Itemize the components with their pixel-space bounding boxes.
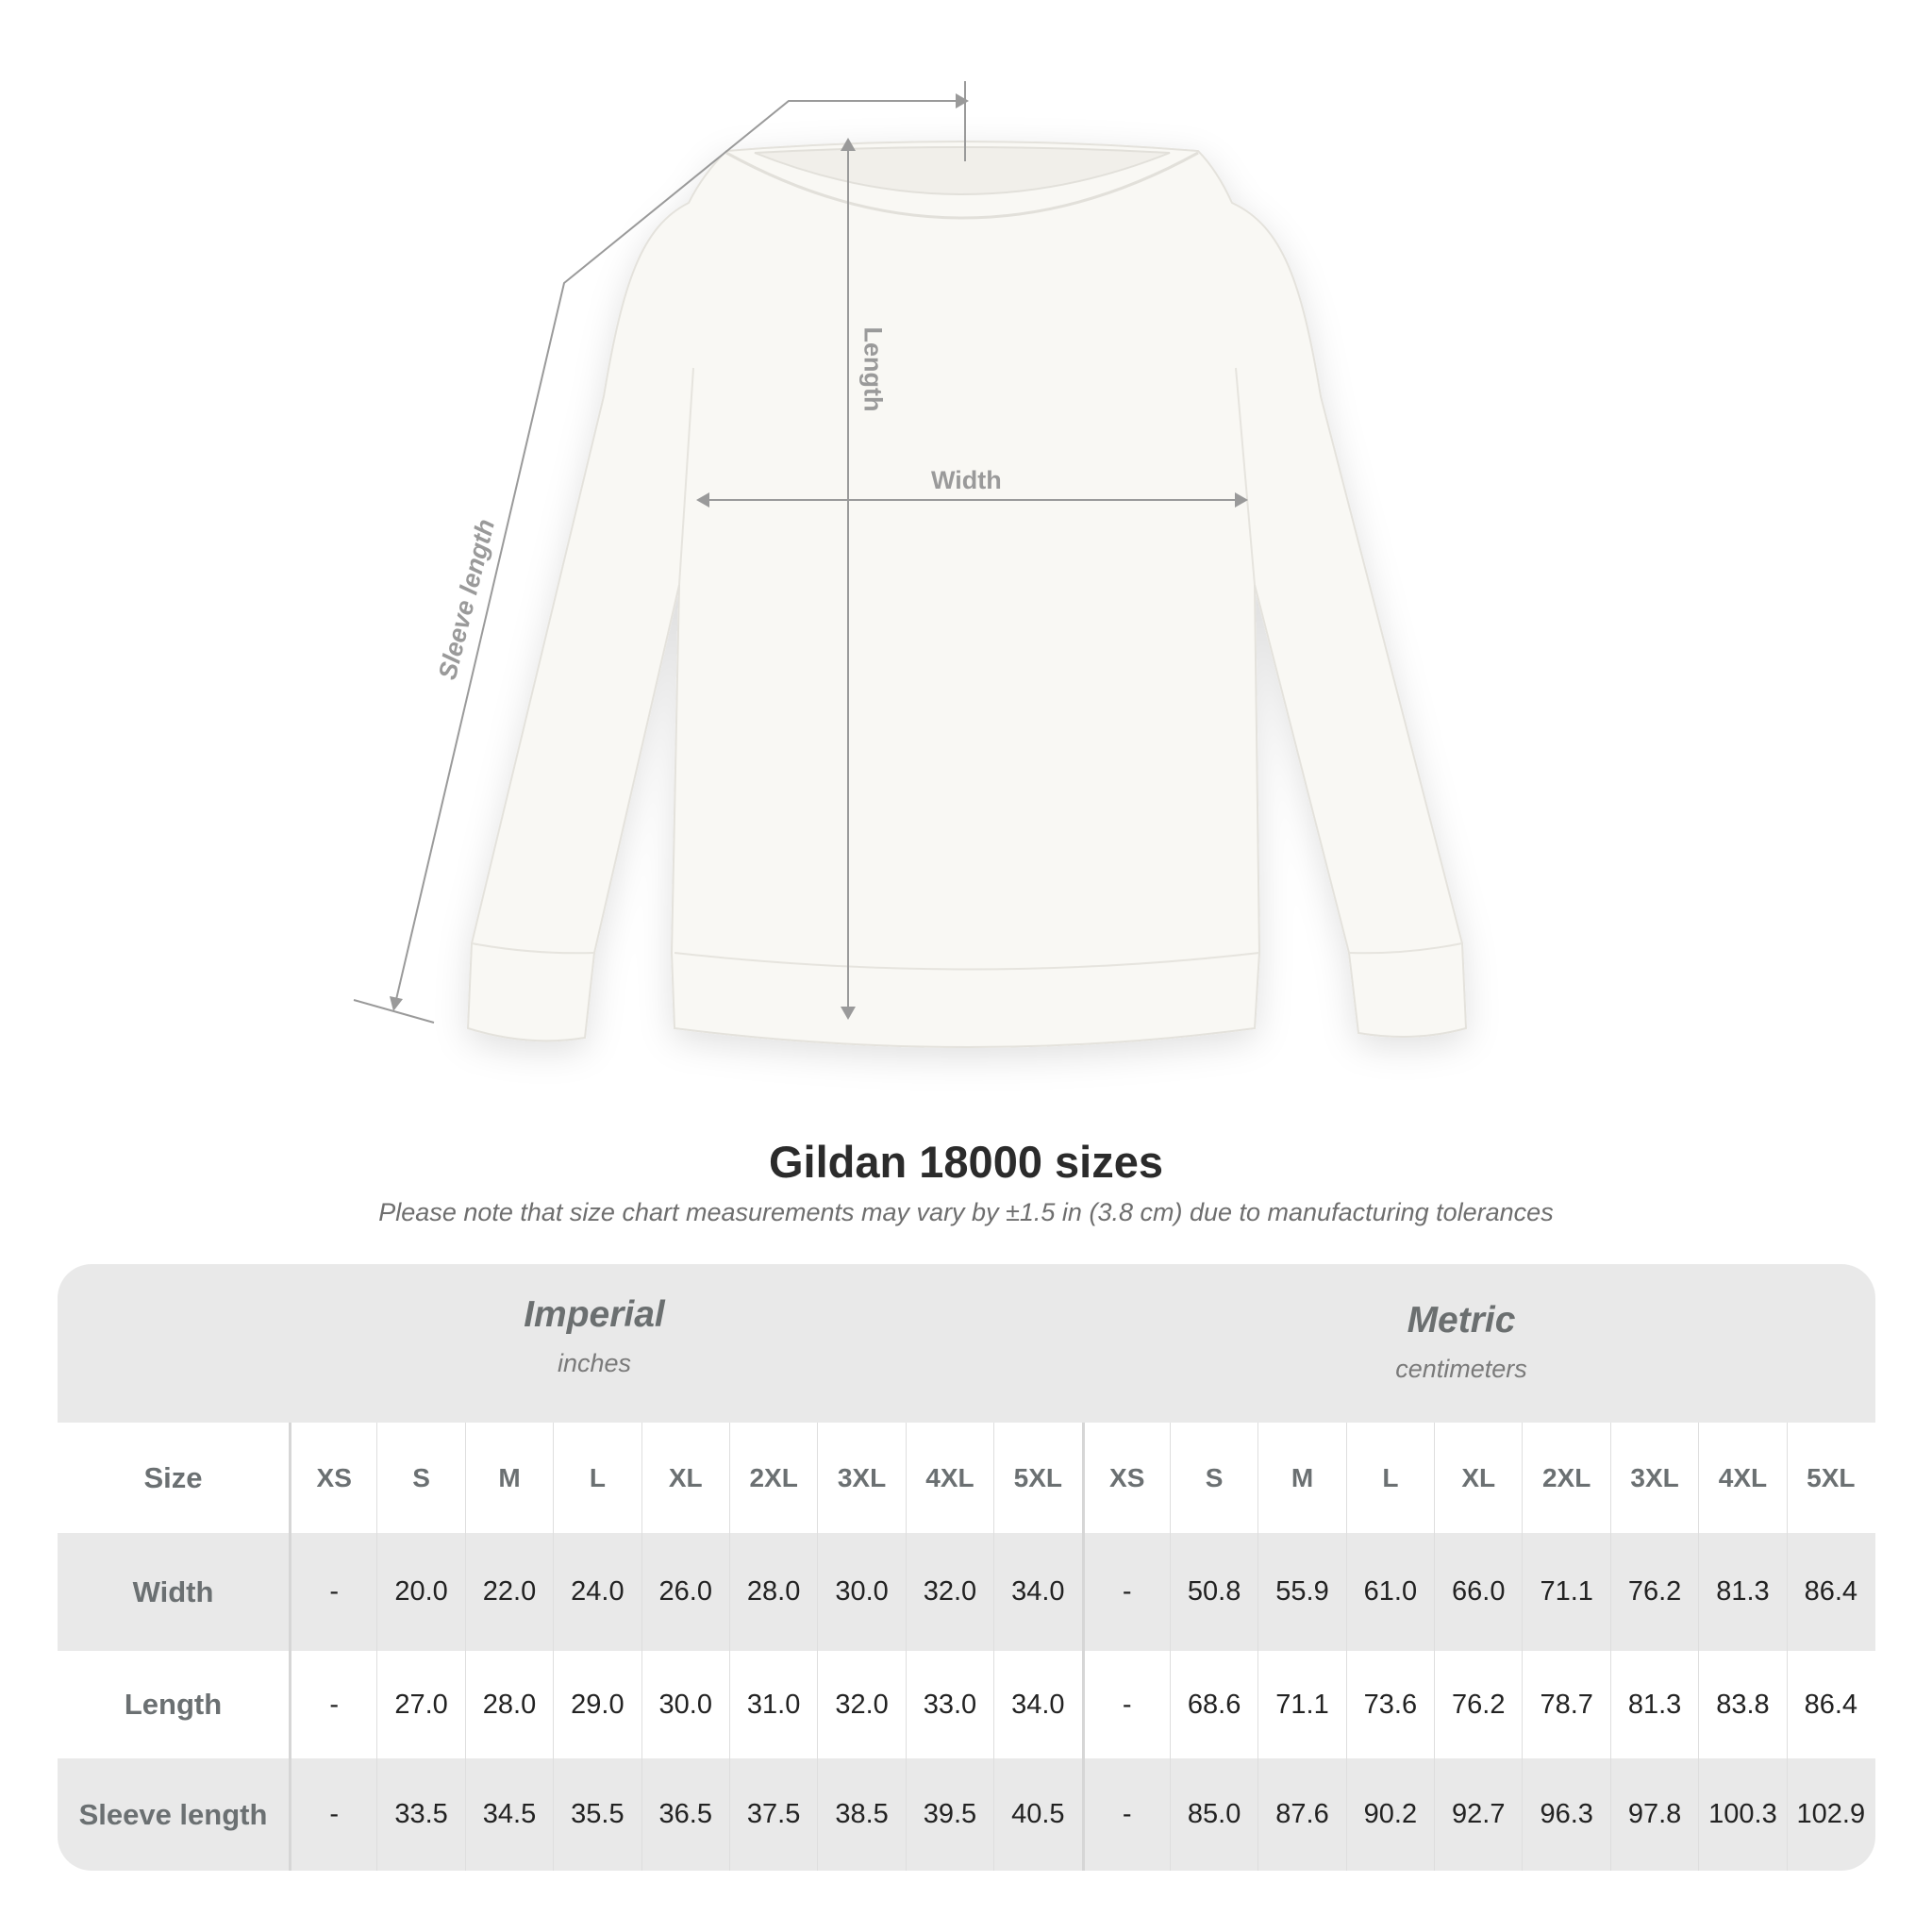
table-cell-imperial: 28.0 bbox=[728, 1533, 817, 1651]
size-header-metric: 5XL bbox=[1786, 1423, 1874, 1533]
table-cell-metric: 87.6 bbox=[1257, 1758, 1345, 1871]
row-label: Width bbox=[132, 1574, 214, 1608]
size-header-imperial: XS bbox=[289, 1423, 376, 1533]
table-cell-metric: 81.3 bbox=[1609, 1651, 1698, 1758]
size-header-imperial: M bbox=[464, 1423, 553, 1533]
size-header-metric: XS bbox=[1081, 1423, 1170, 1533]
metric-header: Metric centimeters bbox=[1178, 1300, 1744, 1384]
table-cell-imperial: 30.0 bbox=[817, 1533, 905, 1651]
table-cell-imperial: 34.5 bbox=[464, 1758, 553, 1871]
table-cell-metric: 102.9 bbox=[1786, 1758, 1874, 1871]
width-label: Width bbox=[931, 466, 1002, 494]
table-cell-imperial: - bbox=[289, 1651, 376, 1758]
table-cell-metric: 78.7 bbox=[1522, 1651, 1609, 1758]
size-header-imperial: L bbox=[553, 1423, 641, 1533]
table-cell-metric: 97.8 bbox=[1609, 1758, 1698, 1871]
table-cell-metric: 85.0 bbox=[1169, 1758, 1257, 1871]
table-cell-imperial: 34.0 bbox=[993, 1533, 1081, 1651]
table-cell-metric: 50.8 bbox=[1169, 1533, 1257, 1651]
table-cell-imperial: 34.0 bbox=[993, 1651, 1081, 1758]
table-cell-metric: 55.9 bbox=[1257, 1533, 1345, 1651]
imperial-header: Imperial inches bbox=[311, 1294, 877, 1378]
table-cell-imperial: - bbox=[289, 1758, 376, 1871]
sweatshirt-diagram bbox=[353, 81, 1468, 1048]
length-label: Length bbox=[858, 326, 888, 412]
table-cell-imperial: 36.5 bbox=[641, 1758, 729, 1871]
table-cell-imperial: 28.0 bbox=[464, 1651, 553, 1758]
size-header-row: Size XS S M L XL 2XL 3XL 4XL 5XL XS S M L XL 2XL 3XL 4XL 5… bbox=[58, 1423, 1875, 1533]
table-cell-metric: 96.3 bbox=[1522, 1758, 1609, 1871]
row-label: Sleeve length bbox=[78, 1797, 268, 1831]
table-row-width: Width -20.0 22.0 24.0 26.0 28.0 30.0 32.0 34.0-5… bbox=[58, 1533, 1875, 1651]
table-cell-metric: 76.2 bbox=[1434, 1651, 1522, 1758]
size-header-imperial: XL bbox=[641, 1423, 729, 1533]
table-cell-imperial: 40.5 bbox=[993, 1758, 1081, 1871]
size-header-imperial: 2XL bbox=[728, 1423, 817, 1533]
table-cell-metric: 68.6 bbox=[1169, 1651, 1257, 1758]
table-cell-metric: 71.1 bbox=[1522, 1533, 1609, 1651]
table-cell-metric: 90.2 bbox=[1345, 1758, 1434, 1871]
size-chart-table: Imperial inches Metric centimeters Size X… bbox=[58, 1264, 1875, 1871]
table-cell-metric: 73.6 bbox=[1345, 1651, 1434, 1758]
table-cell-imperial: 30.0 bbox=[641, 1651, 729, 1758]
table-cell-imperial: 22.0 bbox=[464, 1533, 553, 1651]
metric-title: Metric bbox=[1407, 1300, 1516, 1341]
size-header-metric: L bbox=[1345, 1423, 1434, 1533]
size-header-imperial: S bbox=[376, 1423, 464, 1533]
tolerance-note: Please note that size chart measurements… bbox=[378, 1198, 1554, 1226]
collar-inner bbox=[754, 146, 1171, 195]
sleeve-measure-line bbox=[393, 100, 965, 1008]
table-cell-imperial: - bbox=[289, 1533, 376, 1651]
table-cell-metric: - bbox=[1081, 1651, 1170, 1758]
size-header-metric: S bbox=[1169, 1423, 1257, 1533]
sweatshirt-image bbox=[466, 141, 1468, 1048]
table-cell-imperial: 39.5 bbox=[905, 1758, 993, 1871]
table-cell-metric: 71.1 bbox=[1257, 1651, 1345, 1758]
table-cell-imperial: 27.0 bbox=[376, 1651, 464, 1758]
size-header-metric: XL bbox=[1434, 1423, 1522, 1533]
size-column-label: Size bbox=[143, 1460, 203, 1494]
table-cell-imperial: 38.5 bbox=[817, 1758, 905, 1871]
size-header-metric: 2XL bbox=[1522, 1423, 1609, 1533]
metric-unit: centimeters bbox=[1395, 1355, 1527, 1383]
table-cell-metric: 66.0 bbox=[1434, 1533, 1522, 1651]
size-header-metric: 4XL bbox=[1698, 1423, 1786, 1533]
table-cell-imperial: 33.0 bbox=[905, 1651, 993, 1758]
unit-system-header: Imperial inches Metric centimeters bbox=[58, 1264, 1875, 1423]
table-cell-imperial: 29.0 bbox=[553, 1651, 641, 1758]
table-cell-metric: 86.4 bbox=[1786, 1533, 1874, 1651]
size-header-metric: 3XL bbox=[1609, 1423, 1698, 1533]
table-cell-metric: 100.3 bbox=[1698, 1758, 1786, 1871]
table-cell-imperial: 32.0 bbox=[905, 1533, 993, 1651]
table-cell-imperial: 32.0 bbox=[817, 1651, 905, 1758]
size-header-imperial: 3XL bbox=[817, 1423, 905, 1533]
collar bbox=[725, 151, 1199, 220]
table-cell-imperial: 20.0 bbox=[376, 1533, 464, 1651]
size-header-imperial: 4XL bbox=[905, 1423, 993, 1533]
table-row-sleeve-length: Sleeve length -33.5 34.5 35.5 36.5 37.5 38.5 39… bbox=[58, 1758, 1875, 1871]
table-cell-metric: 81.3 bbox=[1698, 1533, 1786, 1651]
table-cell-metric: 76.2 bbox=[1609, 1533, 1698, 1651]
table-cell-imperial: 37.5 bbox=[728, 1758, 817, 1871]
table-cell-metric: 61.0 bbox=[1345, 1533, 1434, 1651]
row-label: Length bbox=[124, 1688, 223, 1721]
table-cell-metric: 92.7 bbox=[1434, 1758, 1522, 1871]
table-cell-imperial: 35.5 bbox=[553, 1758, 641, 1871]
table-cell-metric: - bbox=[1081, 1758, 1170, 1871]
table-cell-imperial: 24.0 bbox=[553, 1533, 641, 1651]
page-title: Gildan 18000 sizes bbox=[768, 1137, 1164, 1187]
table-cell-metric: - bbox=[1081, 1533, 1170, 1651]
size-header-metric: M bbox=[1257, 1423, 1345, 1533]
size-header-imperial: 5XL bbox=[993, 1423, 1081, 1533]
table-cell-imperial: 33.5 bbox=[376, 1758, 464, 1871]
table-cell-imperial: 31.0 bbox=[728, 1651, 817, 1758]
imperial-unit: inches bbox=[557, 1349, 632, 1377]
table-cell-metric: 86.4 bbox=[1786, 1651, 1874, 1758]
imperial-title: Imperial bbox=[524, 1294, 665, 1335]
table-cell-imperial: 26.0 bbox=[641, 1533, 729, 1651]
table-row-length: Length -27.0 28.0 29.0 30.0 31.0 32.0 33.0 34.0-… bbox=[58, 1651, 1875, 1758]
table-cell-metric: 83.8 bbox=[1698, 1651, 1786, 1758]
